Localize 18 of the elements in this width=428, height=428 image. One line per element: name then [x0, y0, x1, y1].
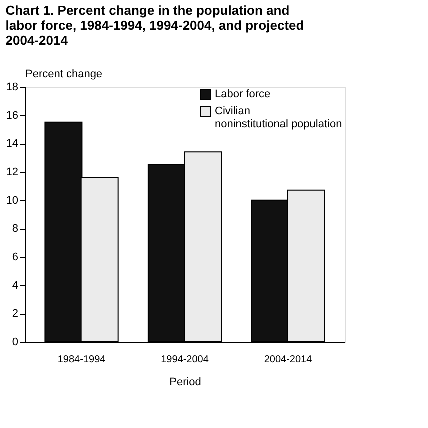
- chart-title: Chart 1. Percent change in the population and labor force, 1984-1994, 1994-2004, and projected 2004-2014: [6, 3, 304, 48]
- y-tick-label: 14: [6, 138, 18, 150]
- legend-label: Labor force: [215, 88, 271, 100]
- y-tick-label: 18: [6, 82, 18, 94]
- y-tick-label: 12: [6, 166, 18, 178]
- y-tick-label: 0: [12, 336, 18, 348]
- x-tick-label: 1994-2004: [161, 354, 210, 366]
- x-axis-title: Period: [170, 376, 202, 388]
- y-tick-label: 4: [12, 280, 18, 292]
- y-tick-label: 2: [12, 308, 18, 320]
- y-tick-label: 8: [12, 223, 18, 236]
- x-tick-label: 2004-2014: [264, 354, 313, 366]
- y-axis-title: Percent change: [26, 68, 103, 80]
- x-tick-label: 1984-1994: [58, 354, 106, 366]
- y-tick-label: 10: [6, 194, 18, 207]
- legend-label: Civilian noninstitutional population: [215, 106, 342, 130]
- y-tick-label: 16: [6, 110, 18, 122]
- y-tick-label: 6: [12, 252, 18, 264]
